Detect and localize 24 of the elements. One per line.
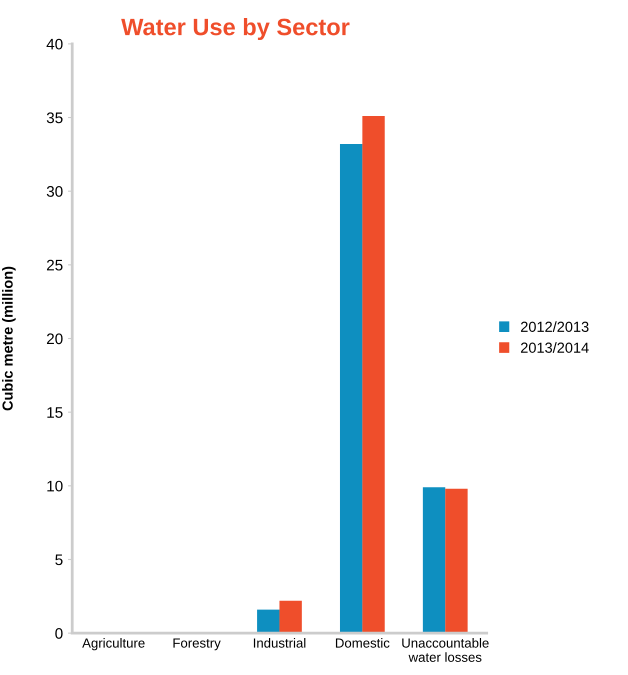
y-tick-label: 10 (47, 480, 63, 492)
bar (279, 600, 302, 634)
chart-title: Water Use by Sector (121, 18, 350, 40)
x-tick-label: Forestry (173, 638, 221, 650)
bar (257, 610, 280, 634)
y-tick-label: 15 (47, 407, 63, 418)
legend-label: 2013/2014 (520, 342, 589, 353)
bar (422, 487, 446, 634)
x-tick-label: Domestic (336, 638, 390, 648)
y-tick-label: 0 (55, 628, 63, 639)
bar (340, 144, 362, 634)
y-axis-title: Cubic metre (million) (2, 266, 16, 410)
y-tick-label: 5 (55, 554, 63, 566)
y-tick-label: 25 (46, 260, 63, 271)
y-tick-label: 20 (46, 333, 63, 344)
x-tick-label: Industrial (254, 638, 306, 648)
bar (362, 116, 385, 634)
y-tick-label: 35 (46, 112, 63, 124)
y-tick-label: 40 (46, 38, 63, 50)
bar (445, 488, 468, 634)
legend-label: 2012/2013 (520, 321, 589, 332)
y-tick-label: 30 (46, 186, 63, 197)
x-tick-label: Agriculture (82, 638, 145, 650)
x-tick-label: Unaccountable water losses (402, 638, 489, 662)
